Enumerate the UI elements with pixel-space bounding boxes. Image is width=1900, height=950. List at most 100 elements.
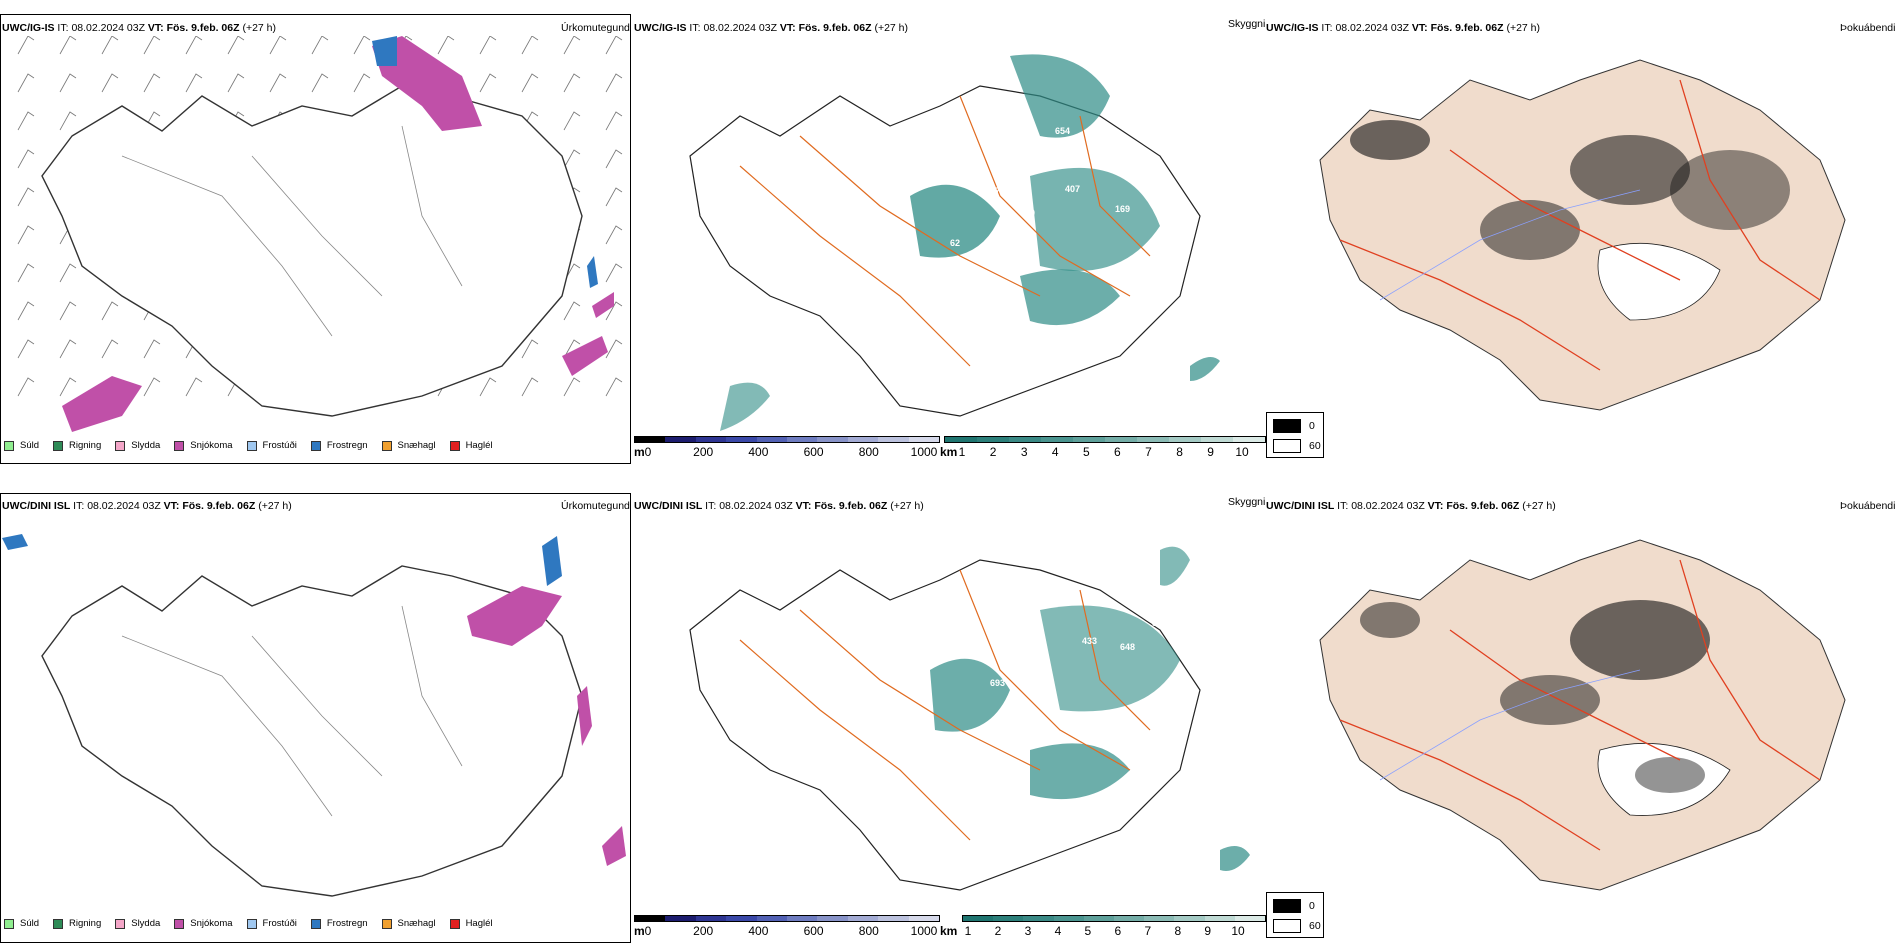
wind-barb [17, 339, 35, 359]
legend-item-frostudi: Frostúði [246, 440, 297, 451]
vis-label-593: 593 [1115, 264, 1130, 274]
legend-item-rigning: Rigning [53, 918, 101, 929]
fog-map-top [1319, 59, 1846, 411]
vis-bin [1009, 437, 1041, 442]
wind-barb [143, 36, 161, 55]
legend-item-slydda: Slydda [115, 918, 160, 929]
vis-bin [993, 916, 1024, 921]
height-bin [878, 916, 909, 921]
wind-barb [353, 73, 371, 93]
vis-bin [1144, 916, 1175, 921]
vis-colorbar-bottom [962, 915, 1266, 922]
wind-barb [563, 111, 581, 131]
height-colorbar-bottom [634, 915, 940, 922]
vis-label-470: 470 [990, 186, 1005, 196]
wind-barb [269, 36, 287, 55]
wind-barb [143, 377, 161, 397]
vis-label-62: 62 [950, 238, 960, 248]
wind-barb [17, 377, 35, 397]
wind-barb [269, 73, 287, 93]
vis-bin [1114, 916, 1145, 921]
wind-barb [17, 111, 35, 131]
legend-item-frostregn: Frostregn [310, 918, 368, 929]
height-bin [817, 916, 848, 921]
legend-item-frostregn: Frostregn [310, 440, 368, 451]
wind-barb [185, 36, 203, 55]
height-unit-bottom: m [634, 924, 645, 938]
height-bin [817, 437, 848, 442]
wind-barb [17, 149, 35, 169]
wind-barb [605, 36, 623, 55]
wind-barb [311, 73, 329, 93]
wind-barb [521, 377, 539, 397]
wind-barb [605, 225, 623, 245]
legend-item-sudl: Súld [4, 440, 39, 451]
height-bin [695, 916, 727, 921]
vis-label-169: 169 [1115, 204, 1130, 214]
wind-barb [605, 73, 623, 93]
legend-item-snjokoma: Snjókoma [174, 918, 233, 929]
wind-barb [605, 187, 623, 207]
wind-barb [479, 377, 497, 397]
product-label-fog-bottom: Þokuábendi [1840, 500, 1896, 512]
height-bin [635, 916, 666, 921]
wind-barb [17, 225, 35, 245]
precip-map-bottom [2, 534, 626, 897]
panel-title-top-right: UWC/IG-IS IT: 08.02.2024 03Z VT: Fös. 9.… [1266, 22, 1541, 34]
wind-barb [479, 36, 497, 55]
vis-colorbar-top [944, 436, 1266, 443]
vis-bin [1169, 437, 1201, 442]
product-label-fog-top: Þokuábendi [1840, 22, 1896, 34]
vis-bin [1105, 437, 1137, 442]
height-bin [665, 916, 696, 921]
height-bin [847, 437, 879, 442]
wind-barb [59, 263, 77, 283]
vis-bin [977, 437, 1009, 442]
wind-barb [143, 73, 161, 93]
wind-barb [17, 263, 35, 283]
wind-barb [563, 339, 581, 359]
height-colorbar-top [634, 436, 940, 443]
wind-barb [59, 111, 77, 131]
wind-barb [185, 73, 203, 93]
precip-legend-top: Súld Rigning Slydda Snjókoma Frostúði Fr… [4, 440, 507, 451]
wind-barb [59, 73, 77, 93]
panel-title-bottom-middle: UWC/DINI ISL IT: 08.02.2024 03Z VT: Fös.… [634, 500, 924, 512]
wind-barb [605, 377, 623, 397]
vis-label-433: 433 [1082, 636, 1097, 646]
height-bin [635, 437, 666, 442]
legend-item-snaehagl: Snæhagl [381, 918, 436, 929]
legend-item-sudl: Súld [4, 918, 39, 929]
wind-barb [101, 339, 119, 359]
height-bin [665, 437, 696, 442]
vis-label-654: 654 [1055, 126, 1070, 136]
vis-bin [1204, 916, 1235, 921]
legend-item-haglel: Haglél [449, 440, 493, 451]
wind-barb [605, 301, 623, 321]
wind-barb [101, 73, 119, 93]
wind-barb [563, 73, 581, 93]
precip-type-panel-bottom [0, 493, 631, 943]
legend-item-haglel: Haglél [449, 918, 493, 929]
product-label-precip-top: Úrkomutegund [561, 22, 630, 34]
wind-barb [521, 73, 539, 93]
precip-map-top [17, 36, 623, 432]
vis-label-407: 407 [1065, 184, 1080, 194]
panel-title-top-left: UWC/IG-IS IT: 08.02.2024 03Z VT: Fös. 9.… [2, 22, 277, 34]
wind-barb [437, 36, 455, 55]
wind-barb [59, 301, 77, 321]
wind-barb [101, 36, 119, 55]
vis-unit-top: km [940, 445, 958, 459]
vis-label-648: 648 [1120, 642, 1135, 652]
vis-bin [1023, 916, 1054, 921]
wind-barb [59, 36, 77, 55]
vis-bin [1234, 916, 1266, 921]
product-label-visibility-bottom: Skyggni [1228, 496, 1266, 508]
vis-label-420: 420 [1020, 208, 1035, 218]
wind-barb [311, 36, 329, 55]
legend-item-slydda: Slydda [115, 440, 160, 451]
height-bin [726, 437, 757, 442]
wind-barb [353, 36, 371, 55]
panel-title-bottom-right: UWC/DINI ISL IT: 08.02.2024 03Z VT: Fös.… [1266, 500, 1556, 512]
height-bin [756, 437, 788, 442]
